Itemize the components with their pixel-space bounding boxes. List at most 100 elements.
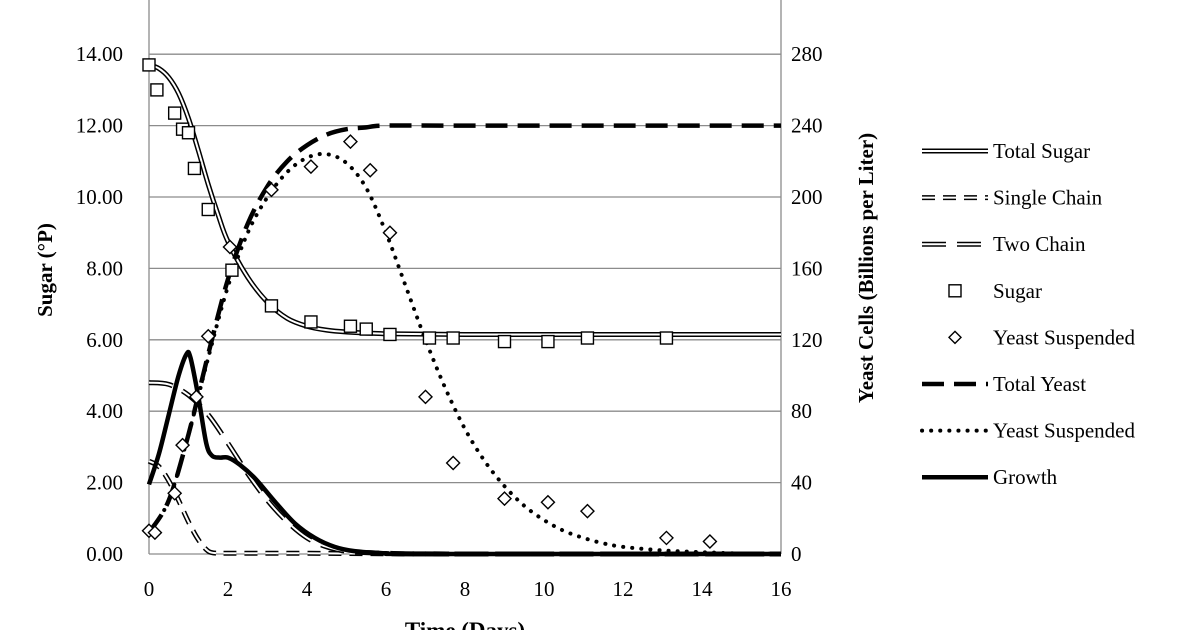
sugar-square-marker-point — [422, 331, 437, 345]
legend-entry: Single Chain — [922, 186, 1103, 210]
y2-tick-label: 120 — [791, 328, 823, 352]
legend-entry: Total Yeast — [922, 372, 1086, 396]
sugar-square-marker-point — [142, 58, 156, 72]
sugar-square-marker-point — [659, 331, 674, 345]
legend-label: Growth — [993, 465, 1058, 489]
growth-thick-solid-line — [146, 349, 782, 557]
y-tick-label: 4.00 — [86, 399, 123, 423]
y-tick-label: 8.00 — [86, 256, 123, 280]
legend-entry: Yeast Suspended — [948, 325, 1135, 349]
sugar-square-marker-point — [343, 319, 358, 333]
series-single-chain-double-dash — [147, 458, 782, 557]
sugar-square-marker-point — [497, 334, 512, 349]
yeast-suspended-diamond-marker-point — [342, 134, 358, 150]
sugar-square-marker-point — [201, 202, 215, 217]
x-tick-label: 2 — [223, 577, 234, 601]
x-axis-label: Time (Days) — [405, 618, 525, 630]
x-tick-label: 10 — [534, 577, 555, 601]
legend-label: Yeast Suspended — [993, 325, 1135, 349]
sugar-square-marker-point — [167, 106, 182, 120]
y-tick-label: 0.00 — [86, 542, 123, 566]
yeast-suspended-diamond-marker-point — [188, 389, 204, 405]
legend-yeast-suspended-diamond-marker-point — [948, 330, 962, 345]
legend-label: Sugar — [993, 279, 1042, 303]
series-sugar-square-marker — [142, 58, 674, 349]
single-chain-double-dash-line — [147, 458, 782, 557]
yeast-suspended-diamond-marker-point — [658, 530, 674, 546]
series-growth-thick-solid — [146, 349, 782, 557]
legend-label: Two Chain — [993, 232, 1086, 256]
legend-sugar-square-marker-point — [948, 284, 962, 298]
yeast-suspended-diamond-marker-point — [579, 503, 595, 519]
y2-tick-label: 200 — [791, 185, 823, 209]
legend-label: Single Chain — [993, 186, 1103, 210]
series-yeast-suspended-diamond-marker — [141, 134, 718, 549]
sugar-square-marker-point — [359, 322, 373, 336]
x-tick-label: 0 — [144, 577, 155, 601]
axes — [148, 0, 782, 555]
y-tick-label: 12.00 — [76, 114, 123, 138]
y2-tick-label: 280 — [791, 42, 823, 66]
legend-entry: Two Chain — [922, 232, 1086, 256]
series-total-sugar-double-line — [148, 62, 781, 337]
sugar-square-marker-point — [150, 83, 164, 97]
yeast-suspended-diamond-marker-point — [540, 494, 556, 510]
sugar-square-marker-point — [304, 315, 318, 329]
legend-entry: Sugar — [948, 279, 1042, 303]
y2-tick-label: 0 — [791, 542, 802, 566]
x-tick-label: 6 — [381, 577, 392, 601]
x-tick-label: 12 — [613, 577, 634, 601]
y-tick-label: 2.00 — [86, 471, 123, 495]
legend-entry: Total Sugar — [922, 139, 1090, 163]
sugar-square-marker-point — [225, 263, 239, 277]
total-sugar-double-line-line — [148, 62, 781, 337]
x-tick-label: 4 — [302, 577, 313, 601]
yeast-suspended-diamond-marker-point — [263, 182, 279, 198]
sugar-square-marker-point — [541, 334, 555, 349]
sugar-square-marker-point — [187, 161, 202, 176]
tick-labels: 0.002.004.006.008.0010.0012.0014.0004080… — [76, 42, 823, 601]
y-tick-label: 14.00 — [76, 42, 123, 66]
yeast-suspended-diamond-marker-point — [147, 525, 163, 541]
y2-tick-label: 80 — [791, 399, 812, 423]
yeast-suspended-diamond-marker-point — [497, 491, 512, 507]
total-sugar-double-line-line-inner — [148, 63, 781, 336]
sugar-square-marker-point — [264, 299, 279, 313]
legend-label: Yeast Suspended — [993, 419, 1135, 443]
yeast-suspended-diamond-marker-point — [303, 159, 319, 175]
x-tick-label: 16 — [771, 577, 792, 601]
yeast-suspended-dotted-line — [147, 151, 783, 556]
x-tick-label: 8 — [460, 577, 471, 601]
left-y-axis-label: Sugar (°P) — [33, 223, 57, 317]
yeast-suspended-diamond-marker-point — [200, 328, 216, 344]
yeast-suspended-diamond-marker-point — [362, 162, 378, 178]
sugar-square-marker-point — [181, 126, 196, 140]
legend-label: Total Sugar — [993, 139, 1090, 163]
yeast-suspended-diamond-marker-point — [418, 389, 433, 405]
single-chain-double-dash-line-inner — [148, 460, 782, 556]
yeast-suspended-diamond-marker-point — [382, 225, 398, 241]
legend-entry: Growth — [922, 465, 1058, 489]
sugar-square-marker-point — [580, 331, 595, 345]
yeast-suspended-diamond-marker-point — [445, 455, 461, 471]
y-tick-label: 6.00 — [86, 328, 123, 352]
legend-entry: Yeast Suspended — [920, 419, 1135, 443]
legend: Total Sugar Single Chain Two Chain Sugar Yea… — [920, 139, 1135, 489]
series-layer — [146, 62, 783, 557]
y2-tick-label: 240 — [791, 114, 823, 138]
y2-tick-label: 40 — [791, 471, 812, 495]
yeast-suspended-diamond-marker-point — [167, 485, 183, 501]
yeast-suspended-diamond-marker-point — [175, 437, 191, 453]
sugar-square-marker-point — [383, 327, 397, 342]
y-tick-label: 10.00 — [76, 185, 123, 209]
right-y-axis-label: Yeast Cells (Billions per Liter) — [854, 133, 878, 403]
legend-label: Total Yeast — [993, 372, 1086, 396]
y2-tick-label: 160 — [791, 256, 823, 280]
yeast-suspended-diamond-marker-point — [702, 534, 718, 549]
total-yeast-thick-dash-line — [147, 123, 781, 534]
series-yeast-suspended-dotted — [147, 151, 783, 556]
yeast-suspended-diamond-marker-point — [222, 239, 238, 255]
x-tick-label: 14 — [692, 577, 714, 601]
marker-layer — [141, 58, 718, 549]
